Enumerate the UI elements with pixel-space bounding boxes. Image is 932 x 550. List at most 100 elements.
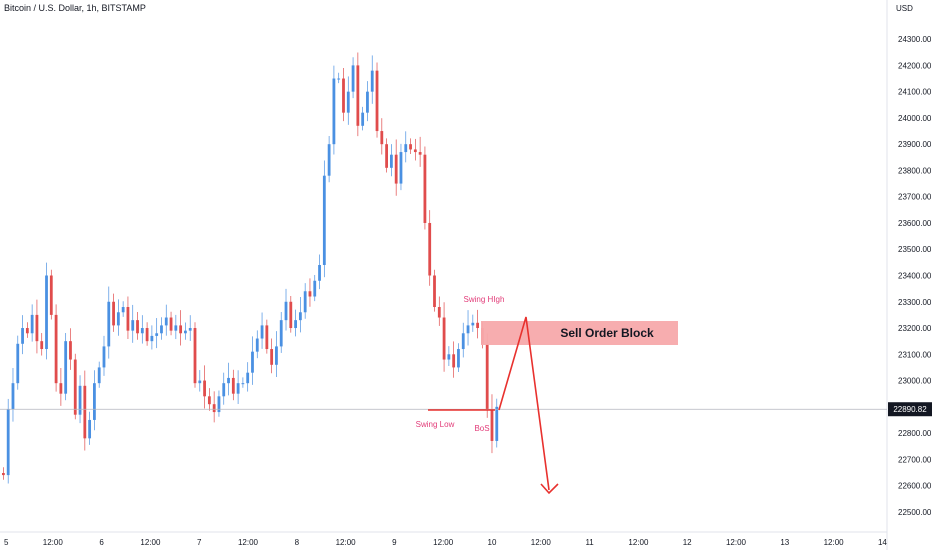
candle-body — [30, 314, 34, 334]
candle-body — [433, 275, 436, 308]
candle-body — [107, 301, 111, 347]
candle-body — [332, 78, 336, 145]
price-tick-label: 24200.00 — [898, 61, 932, 70]
swing-low-label: Swing Low — [416, 420, 455, 429]
candle-body — [207, 396, 211, 405]
time-tick-label: 8 — [295, 538, 300, 547]
time-tick-label: 11 — [585, 538, 594, 547]
candle-body — [327, 144, 331, 176]
time-tick-label: 12:00 — [531, 538, 552, 547]
candles-layer — [2, 52, 499, 484]
price-tick-label: 22700.00 — [898, 455, 932, 464]
candle-body — [155, 333, 159, 336]
candle-body — [485, 343, 489, 410]
candle-body — [313, 280, 317, 297]
price-tick-label: 23900.00 — [898, 140, 932, 149]
candle-body — [179, 325, 183, 334]
time-axis: 5 12:00 6 12:00 7 12:00 8 12:00 9 12:00 10 12:00 11 1… — [4, 538, 887, 547]
projection-arrowhead — [540, 483, 559, 495]
current-price-tag: 22890.82 — [888, 402, 932, 417]
candle-body — [140, 328, 144, 334]
candle-body — [490, 409, 494, 441]
candle-body — [131, 320, 135, 331]
candle-body — [495, 406, 499, 441]
candle-body — [93, 383, 96, 420]
candle-body — [236, 383, 240, 394]
candle-body — [413, 149, 417, 153]
candle-body — [289, 301, 293, 329]
candle-body — [217, 396, 221, 413]
candle-body — [275, 346, 278, 365]
candle-body — [322, 175, 326, 265]
candle-body — [78, 385, 82, 415]
candle-body — [361, 112, 365, 126]
candle-body — [222, 383, 226, 397]
candle-body — [442, 317, 446, 360]
candle-body — [342, 78, 345, 113]
candle-body — [351, 65, 355, 92]
time-tick-label: 5 — [4, 538, 9, 547]
candle-body — [255, 338, 259, 352]
candle-body — [231, 377, 235, 394]
candle-body — [88, 419, 92, 439]
time-tick-label: 10 — [488, 538, 497, 547]
candle-body — [174, 325, 178, 331]
candle-body — [73, 359, 77, 415]
candle-body — [452, 354, 456, 368]
candle-body — [11, 383, 15, 410]
candle-body — [164, 317, 168, 326]
time-tick-label: 13 — [780, 538, 789, 547]
candle-body — [337, 78, 341, 80]
candle-body — [6, 409, 10, 476]
price-tick-label: 23700.00 — [898, 193, 932, 202]
candle-body — [380, 131, 384, 145]
candle-body — [279, 320, 283, 347]
candle-body — [303, 291, 307, 313]
price-tick-label: 24300.00 — [898, 35, 932, 44]
candle-body — [375, 70, 379, 132]
time-tick-label: 12:00 — [43, 538, 64, 547]
current-price-tag-bg — [888, 402, 932, 417]
candle-body — [284, 301, 288, 321]
candle-body — [385, 144, 388, 168]
candle-body — [102, 346, 106, 368]
candle-body — [356, 65, 360, 126]
chart-title: Bitcoin / U.S. Dollar, 1h, BITSTAMP — [4, 3, 146, 13]
time-tick-label: 7 — [197, 538, 202, 547]
price-tick-label: 22500.00 — [898, 508, 932, 517]
candle-body — [366, 91, 369, 113]
candle-body — [2, 472, 5, 476]
candle-body — [294, 320, 297, 329]
candle-body — [112, 301, 115, 326]
candle-body — [212, 404, 216, 413]
time-tick-label: 12:00 — [433, 538, 454, 547]
candle-body — [428, 222, 432, 276]
candle-body — [16, 343, 20, 384]
candle-body — [203, 380, 206, 397]
projection-path — [498, 316, 550, 491]
time-tick-label: 12:00 — [238, 538, 259, 547]
candle-body — [476, 322, 480, 329]
swing-high-label: Swing HIgh — [464, 295, 505, 304]
price-tick-label: 23800.00 — [898, 166, 932, 175]
candle-body — [466, 325, 470, 334]
candle-body — [193, 328, 197, 384]
candle-body — [370, 70, 374, 92]
candle-body — [49, 275, 53, 315]
candle-body — [394, 154, 398, 184]
candle-body — [260, 325, 264, 339]
time-tick-label: 12:00 — [628, 538, 649, 547]
candle-body — [45, 275, 48, 350]
candle-body — [169, 317, 173, 331]
candle-body — [83, 385, 87, 439]
candle-body — [188, 328, 192, 331]
candle-body — [136, 320, 139, 334]
candle-body — [145, 328, 149, 342]
candle-body — [404, 144, 408, 153]
candle-body — [418, 152, 422, 155]
price-tick-label: 23000.00 — [898, 377, 932, 386]
price-tick-label: 23400.00 — [898, 272, 932, 281]
candle-body — [270, 349, 274, 365]
bos-label: BoS — [474, 424, 489, 433]
